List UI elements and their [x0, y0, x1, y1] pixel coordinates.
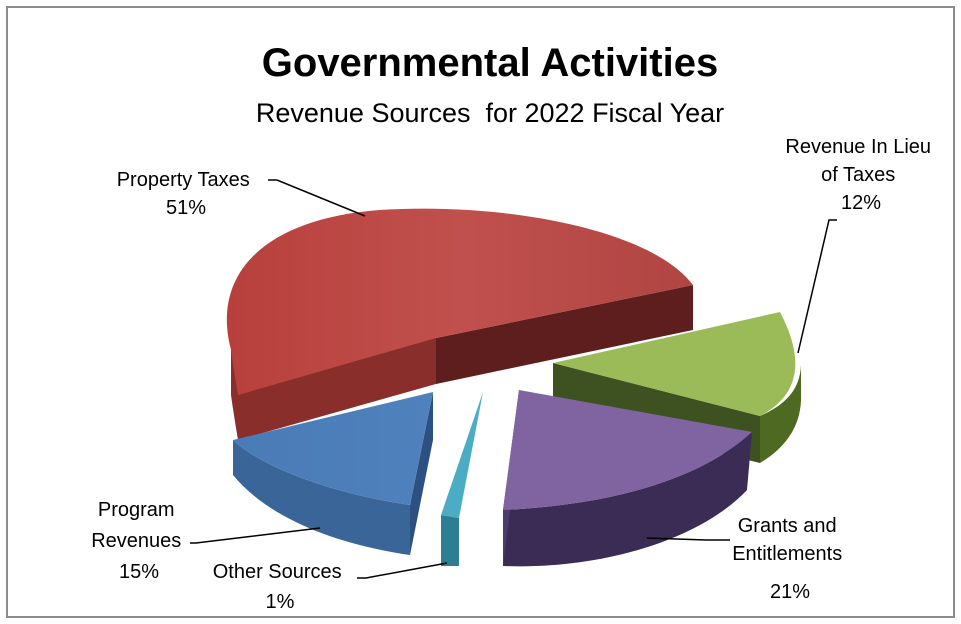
label-grants-name-1: Grants and — [738, 515, 837, 537]
label-program-revenues-percent: 15% — [119, 561, 159, 583]
label-property-taxes: Property Taxes 51% — [117, 169, 256, 219]
slice-other-sources — [441, 392, 483, 566]
chart-subtitle: Revenue Sources for 2022 Fiscal Year — [256, 98, 724, 128]
label-grants: Grants and Entitlements 21% — [732, 515, 848, 603]
slice-property-taxes — [226, 208, 693, 440]
label-revenue-in-lieu: Revenue In Lieu of Taxes 12% — [785, 136, 936, 214]
slice-grants-top — [503, 390, 752, 510]
slice-revenue-in-lieu-top — [553, 312, 796, 416]
label-property-taxes-name: Property Taxes — [117, 169, 250, 191]
leader-line-revenue-in-lieu — [797, 219, 837, 354]
leader-line-program-revenues — [190, 527, 321, 544]
label-grants-name-2: Entitlements — [732, 543, 842, 565]
leader-line-grants — [646, 537, 730, 541]
slice-revenue-in-lieu-side — [760, 365, 801, 463]
label-revenue-in-lieu-name-2: of Taxes — [821, 164, 895, 186]
slice-grants-side — [503, 432, 752, 567]
label-program-revenues-name-1: Program — [98, 499, 175, 521]
label-other-sources: Other Sources 1% — [213, 561, 348, 613]
label-grants-percent: 21% — [770, 581, 810, 603]
slice-program-revenues — [233, 392, 433, 555]
leader-line-property-taxes — [268, 179, 366, 217]
slice-other-sources-top — [441, 392, 483, 518]
leader-line-other-sources — [357, 562, 448, 579]
slice-property-taxes-top — [226, 208, 693, 395]
slice-property-taxes-wall — [436, 285, 693, 384]
label-property-taxes-percent: 51% — [166, 197, 206, 219]
slice-program-revenues-top — [233, 392, 433, 505]
label-program-revenues: Program Revenues 15% — [91, 499, 187, 583]
label-program-revenues-name-2: Revenues — [91, 530, 181, 552]
slice-program-revenues-wall — [410, 392, 433, 555]
slice-grants — [503, 390, 752, 567]
label-revenue-in-lieu-percent: 12% — [841, 192, 881, 214]
slice-program-revenues-side — [233, 440, 410, 555]
label-other-sources-name: Other Sources — [213, 561, 342, 583]
chart-title: Governmental Activities — [262, 41, 718, 85]
label-other-sources-percent: 1% — [266, 591, 295, 613]
slice-other-sources-front — [441, 515, 459, 566]
label-revenue-in-lieu-name-1: Revenue In Lieu — [785, 136, 931, 158]
